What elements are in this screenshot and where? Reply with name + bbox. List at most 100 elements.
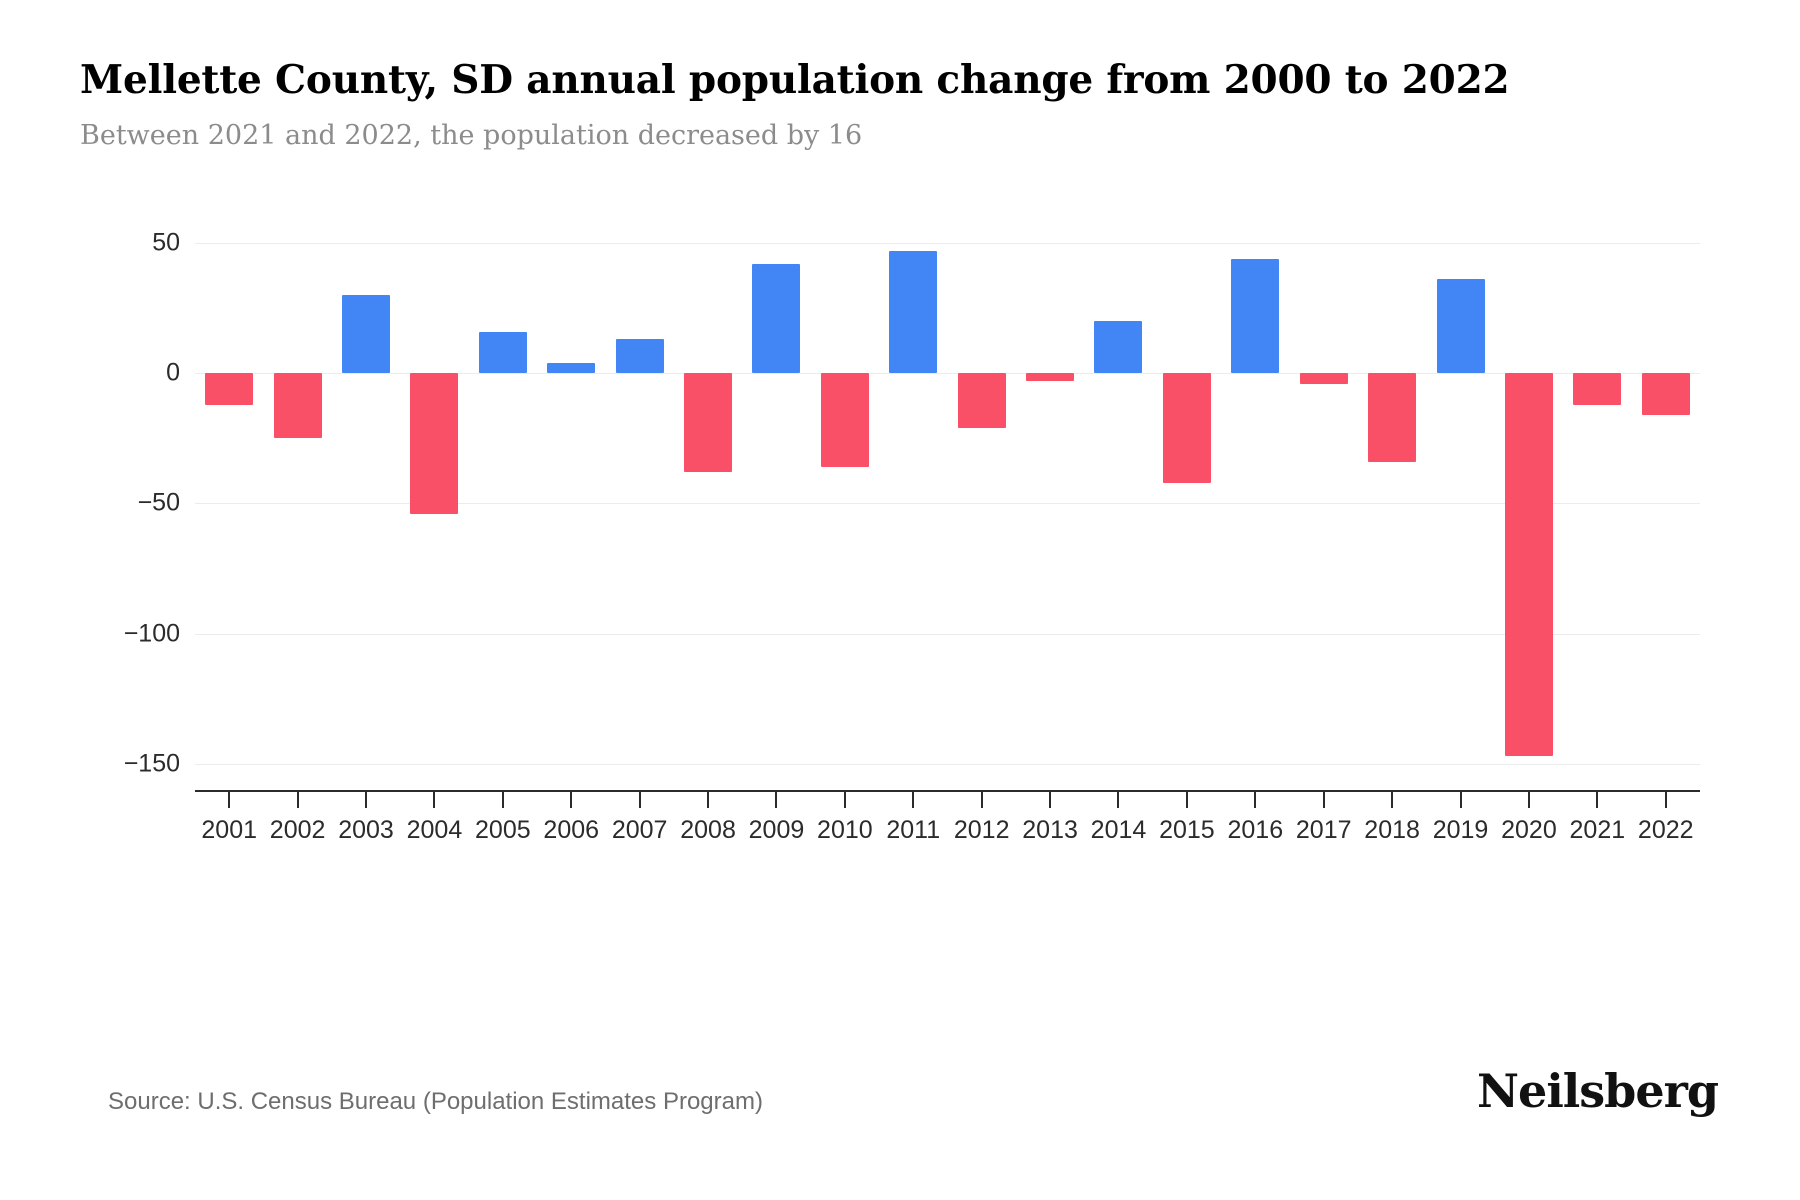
x-tick bbox=[537, 792, 605, 808]
bars-container bbox=[195, 230, 1700, 790]
x-tick-mark bbox=[570, 792, 573, 808]
x-label-slot: 2009 bbox=[742, 816, 810, 845]
x-tick bbox=[1221, 792, 1289, 808]
x-tick bbox=[879, 792, 947, 808]
bar-slot bbox=[1632, 230, 1700, 790]
gridline bbox=[195, 633, 1700, 635]
x-axis-label: 2011 bbox=[886, 816, 941, 844]
x-tick bbox=[263, 792, 331, 808]
x-label-slot: 2018 bbox=[1358, 816, 1426, 845]
bar-2004[interactable] bbox=[410, 373, 459, 514]
x-label-slot: 2016 bbox=[1221, 816, 1289, 845]
x-axis-label: 2021 bbox=[1569, 816, 1626, 844]
bar-slot bbox=[1495, 230, 1563, 790]
bar-slot bbox=[742, 230, 810, 790]
x-axis-label: 2004 bbox=[406, 816, 463, 844]
x-tick-mark bbox=[1322, 792, 1325, 808]
bar-2006[interactable] bbox=[547, 362, 596, 374]
bar-slot bbox=[1016, 230, 1084, 790]
x-axis-label: 2006 bbox=[543, 816, 600, 844]
y-tick-label: 0 bbox=[166, 358, 180, 387]
x-tick bbox=[674, 792, 742, 808]
x-axis-label: 2020 bbox=[1501, 816, 1557, 844]
x-tick bbox=[400, 792, 468, 808]
bar-2007[interactable] bbox=[615, 339, 664, 374]
x-axis-label: 2002 bbox=[269, 816, 326, 844]
bar-2009[interactable] bbox=[752, 263, 801, 374]
bar-2021[interactable] bbox=[1573, 373, 1622, 405]
bar-2016[interactable] bbox=[1231, 258, 1280, 374]
x-tick bbox=[1426, 792, 1494, 808]
bar-slot bbox=[195, 230, 263, 790]
x-tick-mark bbox=[980, 792, 983, 808]
bar-2012[interactable] bbox=[957, 373, 1006, 428]
bar-2013[interactable] bbox=[1026, 373, 1075, 382]
brand-logo: Neilsberg bbox=[1477, 1064, 1719, 1118]
bar-2005[interactable] bbox=[478, 331, 527, 374]
x-tick bbox=[1358, 792, 1426, 808]
y-axis: 50 0 −50 −100 −150 bbox=[0, 228, 180, 790]
x-axis-label: 2017 bbox=[1295, 816, 1352, 844]
x-tick bbox=[1563, 792, 1631, 808]
gridline bbox=[195, 763, 1700, 765]
bar-slot bbox=[674, 230, 742, 790]
x-axis-label: 2016 bbox=[1227, 816, 1284, 844]
x-label-slot: 2006 bbox=[537, 816, 605, 845]
chart-footer: Source: U.S. Census Bureau (Population E… bbox=[0, 1064, 1800, 1160]
x-tick bbox=[469, 792, 537, 808]
x-label-slot: 2004 bbox=[400, 816, 468, 845]
x-tick bbox=[605, 792, 673, 808]
x-tick-mark bbox=[1664, 792, 1667, 808]
bar-slot bbox=[1084, 230, 1152, 790]
x-axis-label: 2001 bbox=[201, 816, 258, 844]
bar-2014[interactable] bbox=[1094, 321, 1143, 374]
y-tick-label: −50 bbox=[137, 488, 180, 517]
x-axis-label: 2022 bbox=[1637, 816, 1694, 844]
chart-header: Mellette County, SD annual population ch… bbox=[80, 58, 1720, 152]
bar-2008[interactable] bbox=[684, 373, 733, 473]
x-axis-label: 2013 bbox=[1022, 816, 1078, 844]
bar-2020[interactable] bbox=[1504, 373, 1553, 757]
source-note: Source: U.S. Census Bureau (Population E… bbox=[108, 1088, 763, 1115]
bar-2002[interactable] bbox=[273, 373, 322, 439]
x-tick bbox=[332, 792, 400, 808]
x-label-slot: 2013 bbox=[1016, 816, 1084, 845]
x-axis-ticks bbox=[195, 792, 1700, 808]
x-label-slot: 2010 bbox=[811, 816, 879, 845]
y-tick-label: 50 bbox=[152, 228, 180, 257]
bar-2010[interactable] bbox=[820, 373, 869, 468]
x-tick bbox=[1495, 792, 1563, 808]
page-title: Mellette County, SD annual population ch… bbox=[80, 57, 1510, 103]
x-tick bbox=[1153, 792, 1221, 808]
gridline bbox=[195, 243, 1700, 245]
x-tick-mark bbox=[843, 792, 846, 808]
x-tick-mark bbox=[365, 792, 368, 808]
x-tick-mark bbox=[775, 792, 778, 808]
x-label-slot: 2014 bbox=[1084, 816, 1152, 845]
bar-2015[interactable] bbox=[1162, 373, 1211, 483]
bar-slot bbox=[1563, 230, 1631, 790]
x-tick-mark bbox=[1527, 792, 1530, 808]
x-label-slot: 2011 bbox=[879, 816, 947, 845]
y-tick-label: −100 bbox=[123, 619, 180, 648]
x-axis-label: 2014 bbox=[1090, 816, 1147, 844]
bar-slot bbox=[947, 230, 1015, 790]
bar-2011[interactable] bbox=[889, 250, 938, 374]
bar-2018[interactable] bbox=[1368, 373, 1417, 462]
x-label-slot: 2012 bbox=[947, 816, 1015, 845]
x-tick bbox=[1016, 792, 1084, 808]
bar-slot bbox=[811, 230, 879, 790]
x-label-slot: 2020 bbox=[1495, 816, 1563, 845]
bar-slot bbox=[469, 230, 537, 790]
x-tick-mark bbox=[1117, 792, 1120, 808]
bar-2017[interactable] bbox=[1299, 373, 1348, 384]
x-axis-label: 2009 bbox=[748, 816, 805, 844]
bar-2022[interactable] bbox=[1641, 373, 1690, 415]
x-label-slot: 2015 bbox=[1153, 816, 1221, 845]
x-tick-mark bbox=[912, 792, 915, 808]
bar-2001[interactable] bbox=[205, 373, 254, 405]
bar-2019[interactable] bbox=[1436, 279, 1485, 374]
bar-2003[interactable] bbox=[342, 295, 391, 374]
x-tick-mark bbox=[433, 792, 436, 808]
